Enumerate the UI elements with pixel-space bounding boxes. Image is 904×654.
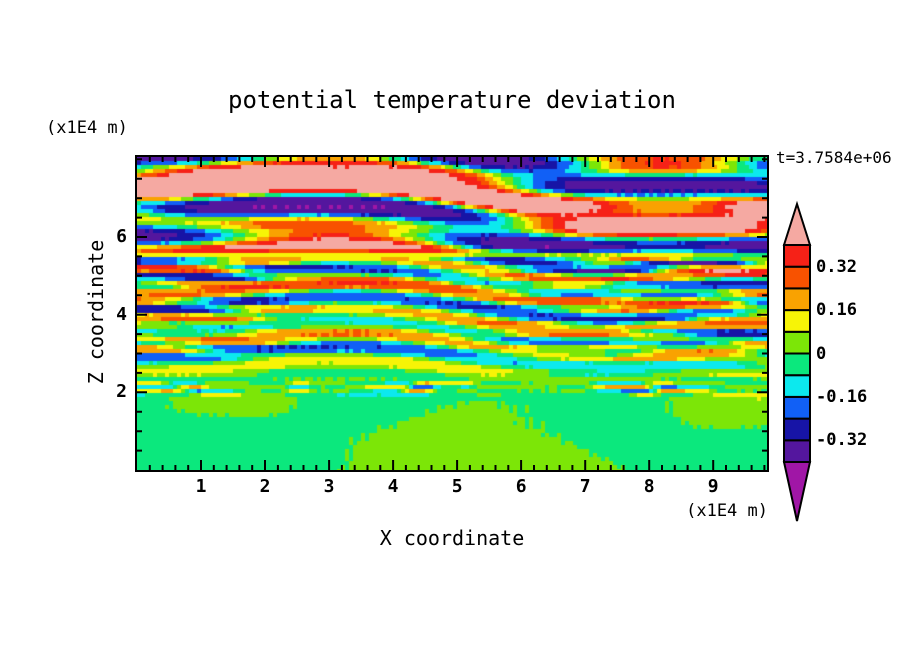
colorbar-band-2: [783, 395, 811, 420]
x-tick-label-8: 8: [643, 476, 655, 497]
z-tick-label-2: 2: [116, 381, 127, 403]
colorbar-band-0: [783, 439, 811, 464]
x-tick-label-2: 2: [259, 476, 271, 497]
axis-ticks: [137, 157, 767, 470]
colorbar-label-0.32: 0.32: [816, 256, 857, 277]
x-tick-label-3: 3: [323, 476, 335, 497]
x-tick-label-9: 9: [707, 476, 719, 497]
colorbar-band-5: [783, 330, 811, 355]
x-tick-label-1: 1: [195, 476, 207, 497]
time-label: t=3.7584e+06: [776, 148, 892, 167]
colorbar-band-7: [783, 287, 811, 312]
x-tick-label-4: 4: [387, 476, 399, 497]
colorbar-label-0.16: 0.16: [816, 300, 857, 321]
tick-marks: [137, 157, 767, 470]
colorbar: [782, 200, 812, 522]
colorbar-band-4: [783, 352, 811, 377]
colorbar-under-arrow: [782, 461, 812, 522]
contour-field: [137, 157, 767, 470]
colorbar-over-arrow: [782, 200, 812, 246]
x-tick-label-5: 5: [451, 476, 463, 497]
x-axis-title: X coordinate: [379, 526, 525, 550]
x-tick-label-6: 6: [515, 476, 527, 497]
z-tick-label-6: 6: [116, 225, 127, 247]
colorbar-band-1: [783, 417, 811, 442]
x-tick-label-7: 7: [579, 476, 591, 497]
colorbar-label--0.16: -0.16: [816, 386, 868, 407]
colorbar-label-0: 0: [816, 343, 827, 364]
x-axis-unit-label: (x1E4 m): [686, 501, 768, 521]
colorbar-label--0.32: -0.32: [816, 430, 868, 451]
plot-area: [135, 155, 769, 472]
z-tick-label-4: 4: [116, 303, 127, 325]
colorbar-band-6: [783, 309, 811, 333]
colorbar-band-9: [783, 244, 811, 268]
chart-title: potential temperature deviation: [228, 86, 676, 114]
colorbar-band-3: [783, 374, 811, 398]
y-axis-unit-label: (x1E4 m): [46, 118, 128, 138]
colorbar-band-8: [783, 265, 811, 290]
